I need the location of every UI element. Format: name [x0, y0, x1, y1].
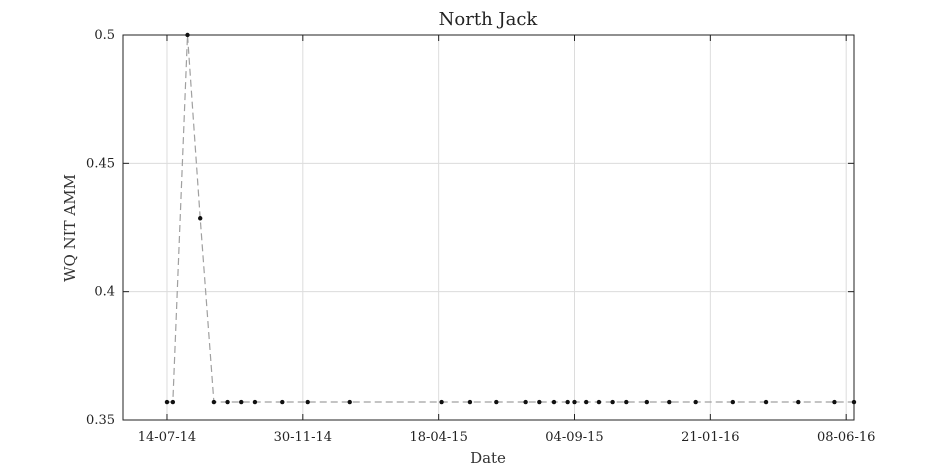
data-point — [851, 399, 857, 405]
data-point — [305, 399, 310, 405]
x-tick-label: 04-09-15 — [545, 430, 603, 445]
x-tick-label: 30-11-14 — [274, 430, 332, 445]
tick-labels: 14-07-14 30-11-14 18-04-15 04-09-15 21-01-16… — [86, 28, 875, 445]
x-tick-label: 14-07-14 — [138, 430, 196, 445]
data-point — [730, 399, 736, 405]
plot-frame — [122, 34, 855, 421]
data-point — [624, 399, 629, 405]
x-tick-label: 08-06-16 — [817, 430, 875, 445]
data-point — [198, 216, 203, 221]
points-layer — [164, 32, 857, 405]
data-point — [596, 399, 602, 405]
y-tick-label: 0.45 — [86, 156, 115, 171]
data-point — [523, 399, 528, 405]
data-point — [170, 399, 176, 405]
data-point — [537, 399, 542, 405]
data-point — [763, 399, 769, 405]
data-point — [347, 399, 352, 405]
data-point — [494, 399, 499, 405]
data-point — [164, 399, 170, 405]
data-point — [225, 399, 230, 405]
series-line — [166, 34, 854, 403]
data-point — [211, 399, 217, 405]
data-point — [467, 399, 473, 405]
y-tick-label: 0.35 — [86, 413, 115, 428]
data-point — [280, 399, 285, 405]
data-point — [551, 399, 557, 405]
data-point — [667, 399, 672, 405]
data-point — [796, 399, 801, 405]
data-point — [832, 399, 837, 405]
data-point — [572, 399, 577, 405]
chart-title: North Jack — [439, 9, 539, 30]
data-point — [439, 399, 444, 405]
y-axis-label: WQ NIT AMM — [61, 174, 79, 282]
data-point — [239, 399, 244, 405]
data-point — [610, 399, 615, 405]
data-point — [565, 399, 570, 405]
data-point — [185, 32, 190, 38]
x-tick-label: 18-04-15 — [409, 430, 467, 445]
y-tick-label: 0.5 — [94, 28, 115, 43]
y-tick-label: 0.4 — [94, 285, 115, 300]
grid-layer — [123, 35, 854, 420]
data-point — [584, 399, 589, 405]
data-point — [693, 399, 698, 405]
x-axis-label: Date — [470, 449, 506, 467]
x-tick-label: 21-01-16 — [681, 430, 739, 445]
data-point — [644, 399, 650, 405]
tick-layer — [123, 34, 854, 421]
data-point — [252, 399, 258, 405]
